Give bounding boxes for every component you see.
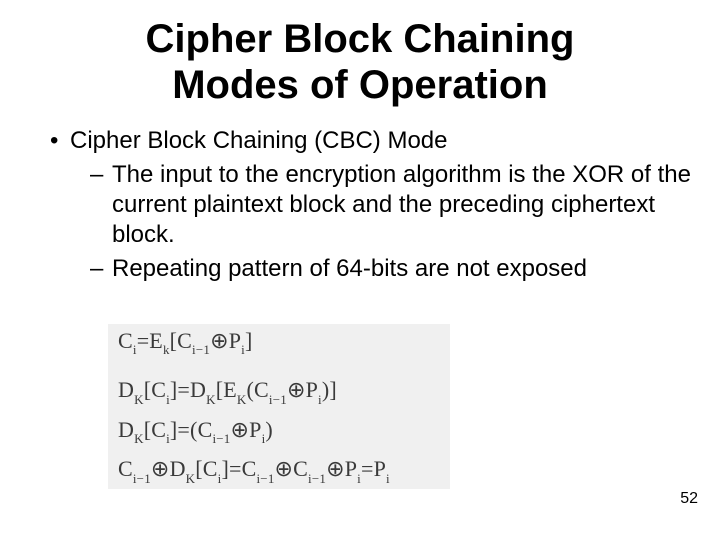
bullet-level-2: The input to the encryption algorithm is… — [50, 160, 692, 250]
equation-1: Ci=Ek[Ci−1⊕Pi] — [118, 330, 440, 355]
equation-4: Ci−1⊕DK[Ci]=Ci−1⊕Ci−1⊕Pi=Pi — [118, 458, 440, 483]
bullet-1a-text: The input to the encryption algorithm is… — [112, 161, 691, 248]
equation-2: DK[Ci]=DK[EK(Ci−1⊕Pi)] — [118, 379, 440, 404]
bullet-level-2: Repeating pattern of 64-bits are not exp… — [50, 254, 692, 284]
bullet-1-text: Cipher Block Chaining (CBC) Mode — [70, 127, 447, 154]
bullet-list: Cipher Block Chaining (CBC) Mode The inp… — [28, 126, 692, 284]
bullet-level-1: Cipher Block Chaining (CBC) Mode — [50, 126, 692, 156]
slide-title: Cipher Block Chaining Modes of Operation — [28, 16, 692, 108]
title-line-2: Modes of Operation — [172, 63, 548, 107]
page-number: 52 — [680, 490, 698, 508]
equation-3: DK[Ci]=(Ci−1⊕Pi) — [118, 419, 440, 444]
title-line-1: Cipher Block Chaining — [146, 17, 575, 61]
equation-box: Ci=Ek[Ci−1⊕Pi] DK[Ci]=DK[EK(Ci−1⊕Pi)] DK… — [108, 324, 450, 489]
slide: Cipher Block Chaining Modes of Operation… — [0, 0, 720, 540]
bullet-1b-text: Repeating pattern of 64-bits are not exp… — [112, 255, 587, 282]
